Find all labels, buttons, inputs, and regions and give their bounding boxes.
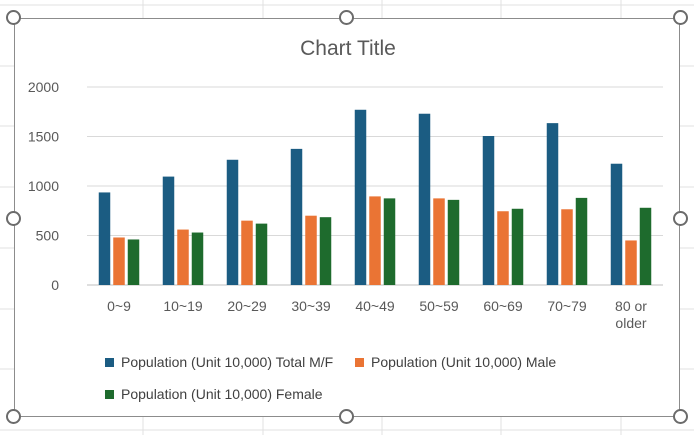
x-tick-label-6: 60~69 [483, 298, 523, 314]
legend-label-2: Population (Unit 10,000) Female [121, 386, 323, 402]
x-tick-label-4: 40~49 [355, 298, 395, 314]
resize-handle-middle-right[interactable] [673, 211, 688, 226]
y-tick-label-1500: 1500 [28, 129, 59, 145]
bar-s1-c2[interactable] [241, 220, 253, 285]
resize-handle-top-right[interactable] [673, 10, 688, 25]
x-tick-label-8: 80 or older [615, 298, 647, 331]
bar-s0-c0[interactable] [98, 192, 111, 285]
x-axis-category-labels: 0~9 10~19 20~29 30~39 40~49 50~59 60~69 70~79 80… [107, 298, 647, 331]
bar-s1-c8[interactable] [625, 240, 637, 285]
bar-s1-c3[interactable] [305, 215, 317, 285]
bar-s2-c4[interactable] [383, 198, 396, 285]
legend-label-0: Population (Unit 10,000) Total M/F [121, 354, 333, 370]
y-tick-label-1000: 1000 [28, 178, 59, 194]
x-tick-label-5: 50~59 [419, 298, 459, 314]
x-tick-label-2: 20~29 [227, 298, 267, 314]
legend-swatch-0 [105, 358, 114, 367]
legend-swatch-2 [105, 390, 114, 399]
bar-s2-c8[interactable] [639, 207, 652, 285]
resize-handle-bottom-left[interactable] [6, 409, 21, 424]
chart-title[interactable]: Chart Title [300, 37, 396, 60]
resize-handle-bottom-center[interactable] [339, 409, 354, 424]
resize-handle-middle-left[interactable] [6, 211, 21, 226]
y-tick-label-2000: 2000 [28, 79, 59, 95]
bar-s1-c5[interactable] [433, 198, 445, 285]
chart-plot: Chart Title 0 500 1000 1500 2000 0~9 10~19 20~… [28, 37, 663, 402]
x-tick-label-3: 30~39 [291, 298, 331, 314]
bars [98, 109, 652, 286]
bar-s0-c2[interactable] [226, 159, 239, 285]
y-tick-label-500: 500 [36, 228, 60, 244]
bar-s1-c7[interactable] [561, 209, 573, 285]
legend-swatch-1 [355, 358, 364, 367]
bar-s2-c2[interactable] [255, 223, 268, 285]
bar-s0-c3[interactable] [290, 148, 303, 285]
bar-s2-c1[interactable] [191, 232, 204, 285]
y-axis-tick-labels: 0 500 1000 1500 2000 [28, 79, 59, 293]
bar-s0-c4[interactable] [354, 109, 367, 286]
x-tick-label-0: 0~9 [107, 298, 131, 314]
bar-s0-c7[interactable] [546, 123, 559, 285]
bar-s2-c7[interactable] [575, 197, 588, 285]
x-tick-label-1: 10~19 [163, 298, 203, 314]
resize-handle-bottom-right[interactable] [673, 409, 688, 424]
bar-s0-c1[interactable] [162, 176, 175, 285]
resize-handle-top-center[interactable] [339, 10, 354, 25]
bar-s1-c4[interactable] [369, 196, 381, 285]
resize-handle-top-left[interactable] [6, 10, 21, 25]
bar-s1-c0[interactable] [113, 237, 125, 285]
bar-s0-c5[interactable] [418, 113, 431, 285]
bar-s2-c6[interactable] [511, 208, 524, 285]
y-tick-label-0: 0 [51, 277, 59, 293]
bar-s0-c6[interactable] [482, 136, 495, 285]
bar-s2-c5[interactable] [447, 199, 460, 285]
chart-area[interactable]: Chart Title 0 500 1000 1500 2000 0~9 10~19 20~… [14, 18, 680, 417]
bar-s0-c8[interactable] [610, 163, 623, 285]
bar-s1-c6[interactable] [497, 211, 509, 285]
bar-s2-c0[interactable] [127, 239, 140, 285]
legend[interactable]: Population (Unit 10,000) Total M/F Popula… [105, 354, 556, 402]
bar-s1-c1[interactable] [177, 229, 189, 285]
x-tick-label-7: 70~79 [547, 298, 587, 314]
bar-s2-c3[interactable] [319, 217, 332, 285]
legend-label-1: Population (Unit 10,000) Male [371, 354, 556, 370]
